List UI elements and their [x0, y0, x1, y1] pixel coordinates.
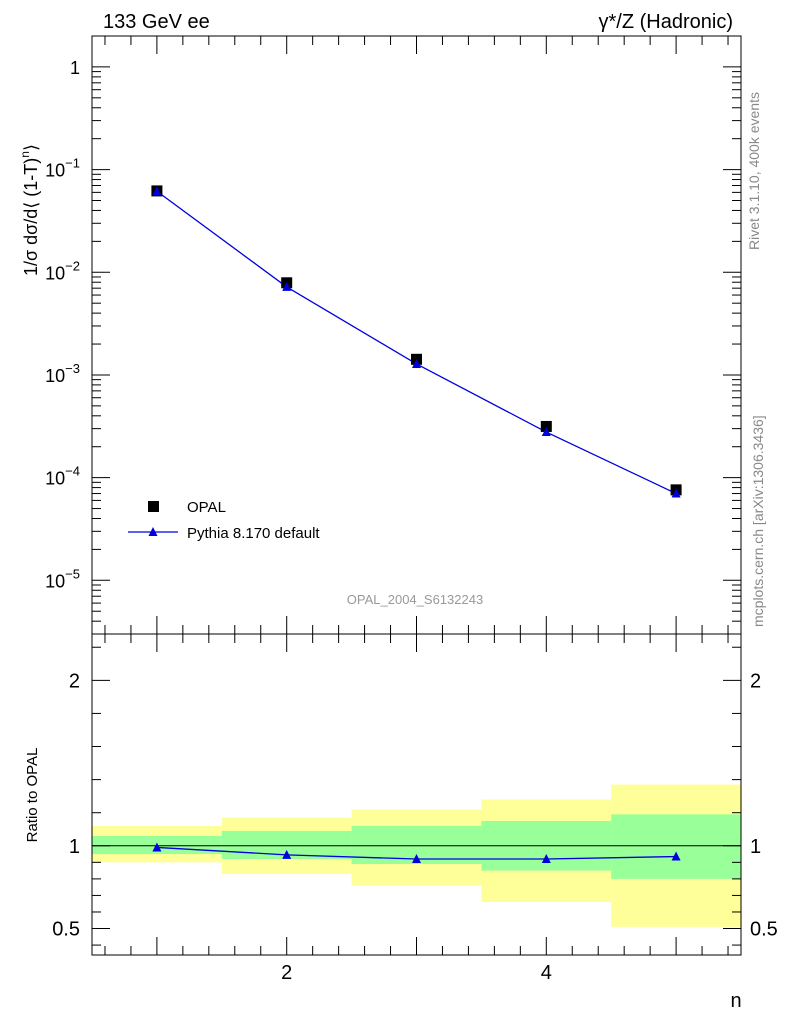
ratio-data-marks: [152, 842, 681, 864]
main-data-marks: [151, 185, 682, 498]
ratio-y-tick-label-left: 0.5: [52, 919, 80, 941]
main-y-tick-label: 10−5: [45, 566, 80, 591]
ratio-y-tick-label-left: 1: [69, 836, 80, 858]
mc-point: [541, 427, 551, 437]
ratio-mc-point: [541, 854, 551, 864]
ratio-y-tick-labels: 0.5 0.5 1 1 2 2: [52, 670, 778, 940]
main-panel: 1 10−1 10−2 10−3 10−4 10−5 OPAL_2004_S6132243…: [45, 35, 742, 635]
mcplots-reference-label: mcplots.cern.ch [arXiv:1306.3436]: [750, 415, 766, 627]
rivet-version-label: Rivet 3.1.10, 400k events: [746, 92, 762, 250]
legend: OPAL Pythia 8.170 default: [128, 499, 320, 542]
legend-opal-label: OPAL: [187, 499, 226, 516]
mc-point: [282, 281, 292, 291]
ratio-y-tick-label-right: 2: [750, 670, 761, 692]
legend-opal-marker: [148, 501, 159, 512]
mc-line: [156, 190, 677, 495]
main-y-tick-label: 1: [70, 58, 80, 78]
ratio-ylabel: Ratio to OPAL: [24, 748, 41, 843]
ratio-mc-point: [671, 851, 681, 861]
x-tick-label: 2: [281, 962, 292, 984]
main-y-tick-label: 10−1: [45, 156, 80, 181]
ratio-y-tick-label-right: 0.5: [750, 919, 778, 941]
ratio-y-tick-label-right: 1: [750, 836, 761, 858]
x-axis-label: n: [730, 990, 741, 1012]
ratio-axis-ticks: [92, 634, 741, 955]
mc-point: [671, 488, 681, 498]
opal-point: [540, 420, 552, 432]
mc-point: [152, 186, 162, 196]
x-tick-label: 4: [541, 962, 552, 984]
ratio-mc-point: [412, 854, 421, 864]
analysis-id-label: OPAL_2004_S6132243: [347, 592, 483, 607]
main-y-tick-label: 10−4: [45, 464, 80, 489]
legend-mc-label: Pythia 8.170 default: [187, 525, 320, 542]
energy-label: 133 GeV ee: [103, 11, 210, 33]
legend-mc-marker: [148, 527, 158, 536]
ratio-mc-point: [282, 849, 292, 859]
main-axis-ticks: [92, 35, 741, 635]
inner-band: [611, 814, 741, 879]
mc-point: [412, 358, 421, 368]
main-y-tick-labels: 1 10−1 10−2 10−3 10−4 10−5: [45, 58, 80, 591]
main-y-tick-label: 10−3: [45, 361, 80, 386]
main-y-tick-label: 10−2: [45, 258, 80, 283]
ratio-y-tick-label-left: 2: [69, 670, 80, 692]
process-label: γ*/Z (Hadronic): [599, 11, 733, 33]
main-ylabel: 1/σ dσ/d⟨ (1-T)n⟩: [18, 144, 41, 276]
main-frame: [91, 35, 742, 635]
ratio-mc-point: [152, 842, 162, 852]
